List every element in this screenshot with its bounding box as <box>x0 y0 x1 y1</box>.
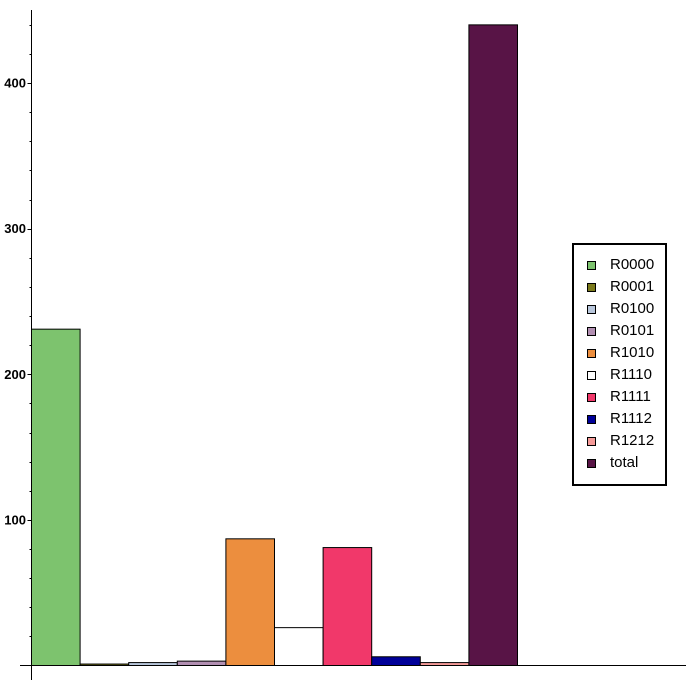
legend-swatch <box>587 349 596 358</box>
legend-label: R1111 <box>610 388 651 405</box>
bar-r1111 <box>322 547 373 667</box>
bar-r1112 <box>371 656 421 666</box>
bar-r0101 <box>176 660 227 667</box>
y-tick-label: 300 <box>4 221 26 236</box>
legend: R0000 R0001 R0100 R0101 R1010 R1110 R1111 R1112… <box>572 243 667 486</box>
legend-swatch <box>587 327 596 336</box>
legend-swatch <box>587 261 596 270</box>
legend-label: R0001 <box>610 278 655 295</box>
legend-swatch <box>587 305 596 314</box>
bar-r1010 <box>225 538 275 666</box>
legend-swatch <box>587 437 596 446</box>
y-tick-label: 100 <box>4 512 26 527</box>
legend-item: R0001 <box>574 277 665 299</box>
legend-item: R1112 <box>574 409 665 431</box>
bar-r0000 <box>31 328 81 666</box>
y-tick-label: 400 <box>4 76 26 91</box>
legend-swatch <box>587 283 596 292</box>
legend-item: total <box>574 453 665 475</box>
bar-r1110 <box>274 627 324 666</box>
legend-label: R1110 <box>610 366 652 383</box>
legend-item: R1111 <box>574 387 665 409</box>
legend-label: total <box>610 454 639 471</box>
legend-label: R1212 <box>610 432 655 449</box>
legend-item: R1010 <box>574 343 665 365</box>
legend-item: R0100 <box>574 299 665 321</box>
legend-item: R1110 <box>574 365 665 387</box>
legend-swatch <box>587 371 596 380</box>
bar-total <box>468 24 518 667</box>
y-tick-label: 200 <box>4 367 26 382</box>
legend-swatch <box>587 393 596 402</box>
legend-item: R1212 <box>574 431 665 453</box>
legend-swatch <box>587 459 596 468</box>
legend-item: R0101 <box>574 321 665 343</box>
legend-label: R1112 <box>610 410 652 427</box>
legend-label: R1010 <box>610 344 655 361</box>
legend-label: R0000 <box>610 256 655 273</box>
legend-label: R0101 <box>610 322 655 339</box>
legend-swatch <box>587 415 596 424</box>
legend-label: R0100 <box>610 300 655 317</box>
legend-item: R0000 <box>574 255 665 277</box>
bars <box>31 24 518 667</box>
y-axis: 100 200 300 400 <box>4 10 32 680</box>
